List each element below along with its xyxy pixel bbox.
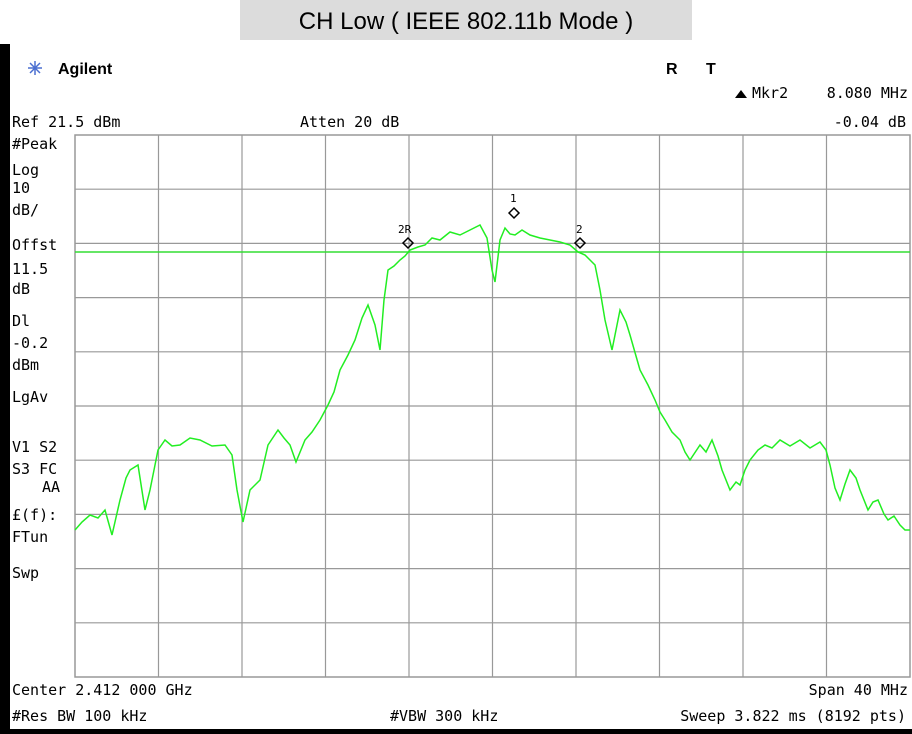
graticule	[75, 135, 910, 677]
center-freq: Center 2.412 000 GHz	[12, 681, 193, 699]
vbw: #VBW 300 kHz	[390, 707, 498, 725]
side-label: Dl	[12, 312, 30, 330]
side-label: AA	[42, 478, 60, 496]
side-label: dB	[12, 280, 30, 298]
marker-delta: -0.04 dB	[834, 113, 906, 131]
left-frame	[0, 44, 10, 734]
side-label: FTun	[12, 528, 48, 546]
side-label: S3 FC	[12, 460, 57, 478]
span: Span 40 MHz	[809, 681, 908, 699]
side-label: dBm	[12, 356, 39, 374]
side-label: LgAv	[12, 388, 48, 406]
marker-diamonds	[401, 206, 587, 250]
marker-label: 2R	[398, 223, 412, 236]
marker-name: Mkr2	[752, 84, 788, 102]
side-label: 11.5	[12, 260, 48, 278]
sweep: Sweep 3.822 ms (8192 pts)	[680, 707, 906, 725]
marker-label: 1	[510, 192, 517, 205]
marker-freq: 8.080 MHz	[827, 84, 908, 102]
plot-frame	[74, 134, 911, 678]
side-label: Offst	[12, 236, 57, 254]
attenuation: Atten 20 dB	[300, 113, 399, 131]
title-box	[240, 0, 692, 40]
delta-icon	[735, 90, 747, 98]
side-label: 10	[12, 179, 30, 197]
side-label: £(f):	[12, 506, 57, 524]
brand: Agilent	[58, 61, 113, 78]
side-label: dB/	[12, 201, 39, 219]
trace	[74, 224, 910, 536]
side-label: Log	[12, 161, 39, 179]
rbw: #Res BW 100 kHz	[12, 707, 147, 725]
side-label: -0.2	[12, 334, 48, 352]
logo-star	[28, 61, 42, 75]
side-label: Swp	[12, 564, 39, 582]
status: T	[706, 61, 716, 78]
side-label: V1 S2	[12, 438, 57, 456]
marker-label: 2	[576, 223, 583, 236]
bottom-frame	[0, 729, 912, 734]
status: R	[666, 61, 678, 78]
side-label: #Peak	[12, 135, 57, 153]
ref-level: Ref 21.5 dBm	[12, 113, 120, 131]
title: CH Low ( IEEE 802.11b Mode )	[299, 8, 633, 35]
